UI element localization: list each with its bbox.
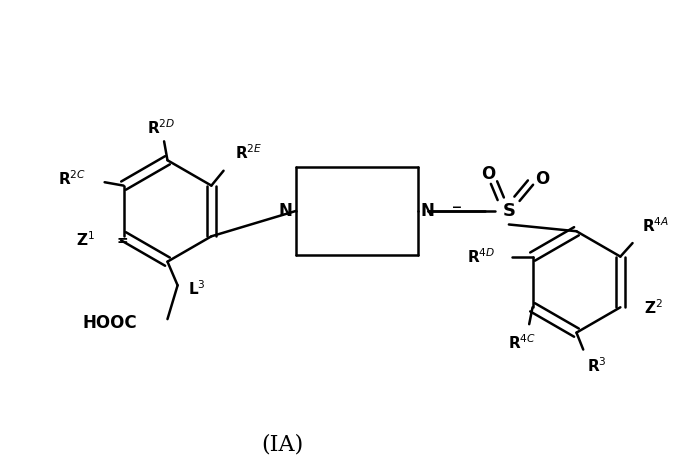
Text: R$^{4A}$: R$^{4A}$ (642, 216, 669, 235)
Text: –: – (452, 198, 461, 217)
Text: R$^{2C}$: R$^{2C}$ (58, 169, 86, 188)
Text: R$^{2E}$: R$^{2E}$ (235, 143, 262, 162)
Text: R$^{4D}$: R$^{4D}$ (467, 247, 496, 266)
Text: R$^{3}$: R$^{3}$ (587, 357, 606, 375)
Text: R$^{4C}$: R$^{4C}$ (508, 333, 536, 352)
Text: Z$^{1}$: Z$^{1}$ (76, 230, 95, 249)
Text: HOOC: HOOC (83, 314, 137, 331)
Text: (IA): (IA) (261, 433, 304, 455)
Text: O: O (482, 165, 496, 183)
Text: O: O (536, 169, 550, 188)
Text: =: = (116, 234, 128, 248)
Text: Z$^{2}$: Z$^{2}$ (644, 298, 663, 317)
Text: N: N (421, 202, 435, 220)
Text: S: S (503, 202, 515, 220)
Text: R$^{2D}$: R$^{2D}$ (146, 118, 175, 137)
Text: N: N (279, 202, 293, 220)
Text: L$^{3}$: L$^{3}$ (188, 279, 206, 298)
